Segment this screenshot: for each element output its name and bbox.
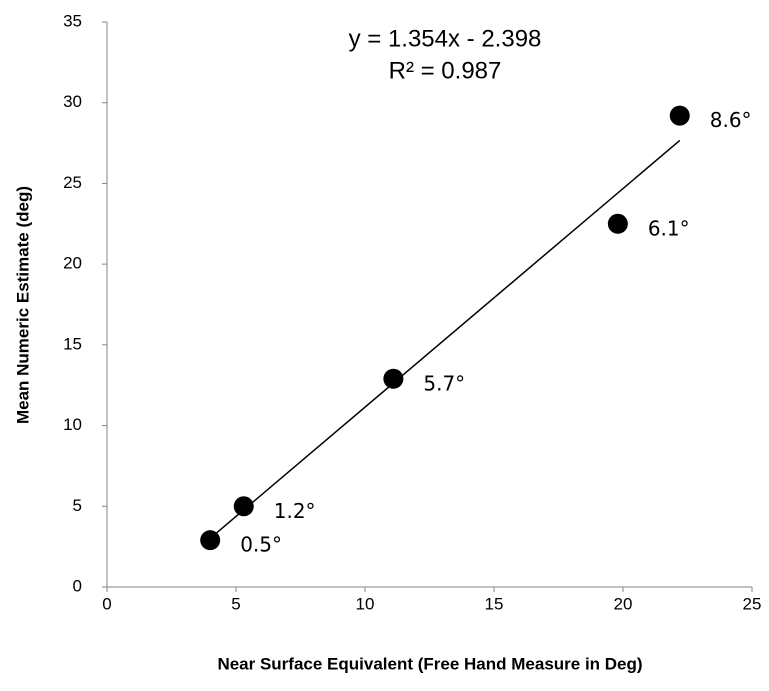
r-squared: R² = 0.987 xyxy=(389,57,502,84)
y-tick-label: 0 xyxy=(73,576,82,595)
x-tick-label: 25 xyxy=(743,594,762,613)
y-tick-label: 10 xyxy=(63,415,82,434)
trendline xyxy=(209,139,681,539)
x-tick-label: 20 xyxy=(614,594,633,613)
x-tick-label: 0 xyxy=(102,594,111,613)
y-tick-label: 35 xyxy=(63,11,82,30)
y-tick-label: 30 xyxy=(63,92,82,111)
point xyxy=(233,496,254,517)
y-tick-label: 5 xyxy=(73,496,82,515)
point-label: 1.2° xyxy=(274,499,316,523)
y-tick-label: 15 xyxy=(63,334,82,353)
trendline-equation: y = 1.354x - 2.398 xyxy=(349,25,542,52)
point xyxy=(200,530,221,551)
x-axis-title: Near Surface Equivalent (Free Hand Measu… xyxy=(217,654,642,673)
x-tick-label: 5 xyxy=(231,594,240,613)
point xyxy=(383,368,404,389)
y-tick-label: 20 xyxy=(63,254,82,273)
point-label: 6.1° xyxy=(648,216,690,240)
point xyxy=(607,213,628,234)
x-tick-label: 15 xyxy=(485,594,504,613)
point-label: 5.7° xyxy=(423,371,465,395)
x-tick-label: 10 xyxy=(356,594,375,613)
y-axis-title: Mean Numeric Estimate (deg) xyxy=(13,186,32,424)
point-label: 0.5° xyxy=(240,533,282,557)
point-label: 8.6° xyxy=(710,108,752,132)
y-tick-label: 25 xyxy=(63,173,82,192)
point xyxy=(669,105,690,126)
